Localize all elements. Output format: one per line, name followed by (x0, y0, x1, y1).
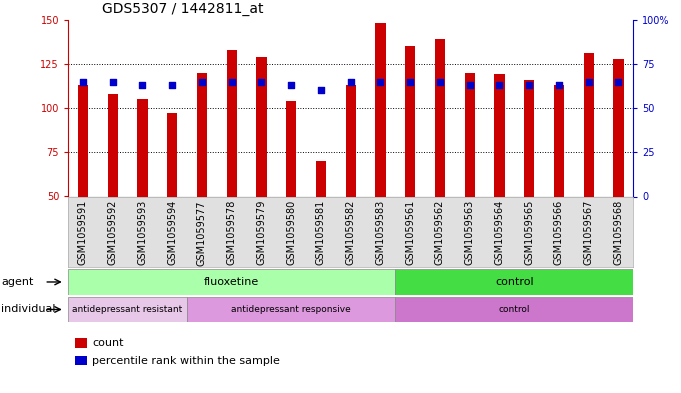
Text: GSM1059577: GSM1059577 (197, 200, 207, 266)
Point (375, 79, 386, 85)
Point (78, 79, 89, 85)
Text: GSM1059579: GSM1059579 (257, 200, 266, 265)
Text: agent: agent (1, 277, 34, 287)
Bar (197, 73, 207, 196)
Text: fluoxetine: fluoxetine (204, 277, 259, 287)
Text: GSM1059565: GSM1059565 (524, 200, 534, 265)
Text: GSM1059592: GSM1059592 (108, 200, 118, 265)
Point (345, 79, 356, 85)
Text: GSM1059578: GSM1059578 (227, 200, 237, 265)
Bar (256, 57, 267, 196)
Point (226, 79, 237, 85)
Bar (227, 50, 237, 196)
Bar (68, 269, 396, 295)
Bar (167, 113, 178, 196)
Bar (286, 101, 296, 196)
Bar (138, 99, 148, 196)
Text: GSM1059564: GSM1059564 (494, 200, 505, 265)
Text: GDS5307 / 1442811_at: GDS5307 / 1442811_at (102, 2, 264, 16)
Point (434, 79, 445, 85)
Text: count: count (92, 338, 123, 348)
Text: GSM1059593: GSM1059593 (138, 200, 148, 265)
Point (256, 79, 267, 85)
Point (315, 87, 326, 94)
Text: GSM1059591: GSM1059591 (78, 200, 88, 265)
Bar (494, 74, 505, 196)
Text: individual: individual (1, 305, 56, 314)
Bar (434, 39, 445, 197)
Point (613, 79, 624, 85)
Text: GSM1059581: GSM1059581 (316, 200, 326, 265)
Text: GSM1059568: GSM1059568 (614, 200, 624, 265)
Point (583, 79, 594, 85)
Point (108, 79, 118, 85)
Bar (405, 46, 415, 196)
Point (197, 79, 208, 85)
Bar (584, 53, 594, 196)
Point (286, 82, 297, 88)
Point (167, 82, 178, 88)
Bar (68, 297, 187, 322)
Text: GSM1059563: GSM1059563 (464, 200, 475, 265)
Bar (375, 23, 385, 196)
Text: GSM1059566: GSM1059566 (554, 200, 564, 265)
Text: control: control (495, 277, 534, 287)
Bar (78, 85, 88, 196)
Text: percentile rank within the sample: percentile rank within the sample (92, 356, 280, 366)
Text: GSM1059583: GSM1059583 (375, 200, 385, 265)
Text: antidepressant resistant: antidepressant resistant (72, 305, 183, 314)
Bar (464, 73, 475, 196)
Point (554, 82, 565, 88)
Point (494, 82, 505, 88)
Text: control: control (498, 305, 530, 314)
Bar (316, 161, 326, 196)
Text: GSM1059567: GSM1059567 (584, 200, 594, 265)
Bar (345, 85, 356, 196)
Text: antidepressant responsive: antidepressant responsive (232, 305, 351, 314)
Bar (396, 297, 633, 322)
Bar (614, 59, 624, 196)
Bar (524, 80, 535, 196)
Text: GSM1059562: GSM1059562 (435, 200, 445, 265)
Text: GSM1059582: GSM1059582 (346, 200, 355, 265)
Text: GSM1059561: GSM1059561 (405, 200, 415, 265)
Bar (396, 269, 633, 295)
Text: GSM1059580: GSM1059580 (286, 200, 296, 265)
Bar (108, 94, 118, 196)
Bar (554, 85, 564, 196)
Point (405, 79, 415, 85)
Bar (187, 297, 396, 322)
Text: GSM1059594: GSM1059594 (168, 200, 177, 265)
Point (524, 82, 535, 88)
Point (137, 82, 148, 88)
Point (464, 82, 475, 88)
